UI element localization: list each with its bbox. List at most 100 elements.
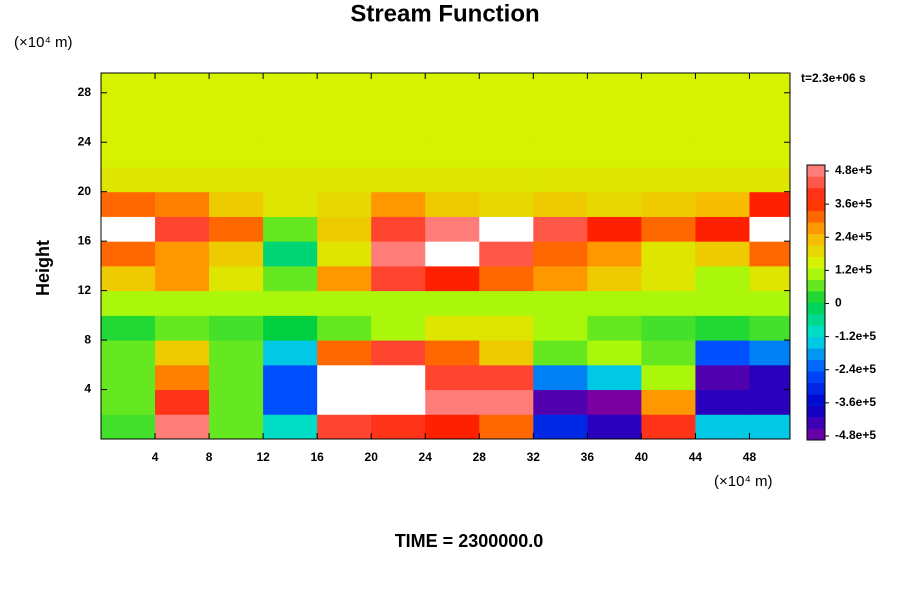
contour-cell (371, 265, 426, 292)
contour-cell (263, 166, 318, 193)
contour-cell (641, 191, 696, 217)
y-tick-label: 24 (78, 134, 92, 148)
contour-cell (317, 414, 372, 439)
colorbar-band (807, 199, 825, 212)
y-axis-label: Height (33, 240, 53, 296)
contour-cell (587, 117, 642, 143)
contour-cell (695, 389, 750, 415)
x-tick-label: 4 (152, 450, 159, 464)
contour-cell (587, 166, 642, 193)
x-tick-label: 16 (310, 450, 324, 464)
contour-cell (425, 117, 480, 143)
contour-cell (479, 364, 534, 391)
contour-cell (425, 290, 480, 316)
contour-cell (533, 191, 588, 217)
contour-cell (209, 191, 264, 217)
contour-cell (479, 191, 534, 217)
contour-cell (155, 216, 210, 242)
contour-cell (317, 92, 372, 119)
contour-cell (695, 191, 750, 217)
contour-cell (155, 117, 210, 143)
contour-cell (101, 142, 156, 168)
contour-cell (101, 315, 156, 341)
contour-cell (425, 265, 480, 292)
colorbar-band (807, 165, 825, 177)
colorbar-label: -3.6e+5 (835, 395, 876, 409)
contour-cell (209, 92, 264, 119)
contour-cell (263, 191, 318, 217)
contour-cell (695, 315, 750, 341)
contour-cell (641, 117, 696, 143)
colorbar-label: -2.4e+5 (835, 362, 876, 376)
contour-cell (479, 389, 534, 415)
contour-cell (533, 414, 588, 439)
colorbar-band (807, 187, 825, 200)
contour-cell (209, 216, 264, 242)
contour-cell (263, 265, 318, 292)
contour-cell (425, 315, 480, 341)
contour-cell (209, 414, 264, 439)
colorbar-band (807, 279, 825, 292)
contour-cell (263, 315, 318, 341)
contour-cell (371, 389, 426, 415)
contour-cell (209, 142, 264, 168)
contour-cell (587, 216, 642, 242)
contour-cell (101, 265, 156, 292)
contour-cell (101, 117, 156, 143)
contour-cell (695, 216, 750, 242)
contour-cell (587, 414, 642, 439)
footer: TIME = 2300000.0 (395, 531, 544, 551)
contour-cell (641, 340, 696, 366)
contour-cell (101, 166, 156, 193)
contour-cell (479, 414, 534, 439)
colorbar-band (807, 210, 825, 223)
colorbar-band (807, 359, 825, 372)
contour-cell (101, 73, 156, 94)
contour-cell (425, 340, 480, 366)
contour-cell (695, 166, 750, 193)
contour-cell (641, 315, 696, 341)
contour-cell (101, 389, 156, 415)
contour-cell (371, 290, 426, 316)
contour-cell (263, 216, 318, 242)
contour-cell (263, 340, 318, 366)
x-tick-label: 44 (689, 450, 703, 464)
contour-cell (533, 290, 588, 316)
contour-cell (425, 191, 480, 217)
contour-cell (371, 414, 426, 439)
contour-cell (209, 166, 264, 193)
colorbar-band (807, 371, 825, 384)
contour-cell (641, 414, 696, 439)
contour-cell (101, 191, 156, 217)
contour-cell (749, 290, 790, 316)
contour-cell (317, 340, 372, 366)
contour-cell (317, 216, 372, 242)
contour-cell (155, 92, 210, 119)
contour-cell (317, 191, 372, 217)
colorbar-label: -4.8e+5 (835, 428, 876, 442)
contour-cell (371, 92, 426, 119)
contour-cell (155, 364, 210, 391)
contour-cell (641, 241, 696, 267)
contour-cell (587, 290, 642, 316)
contour-cell (263, 73, 318, 94)
colorbar-label: 4.8e+5 (835, 163, 872, 177)
contour-cell (371, 117, 426, 143)
contour-cell (371, 142, 426, 168)
contour-cell (263, 92, 318, 119)
contour-cell (641, 265, 696, 292)
contour-cell (533, 73, 588, 94)
colorbar-band (807, 256, 825, 269)
contour-cell (695, 92, 750, 119)
contour-cell (209, 340, 264, 366)
contour-cell (749, 241, 790, 267)
contour-cell (317, 389, 372, 415)
contour-cell (533, 364, 588, 391)
contour-cell (533, 117, 588, 143)
colorbar-band (807, 348, 825, 361)
contour-cell (155, 191, 210, 217)
contour-cell (479, 290, 534, 316)
contour-cell (533, 389, 588, 415)
contour-cell (371, 340, 426, 366)
